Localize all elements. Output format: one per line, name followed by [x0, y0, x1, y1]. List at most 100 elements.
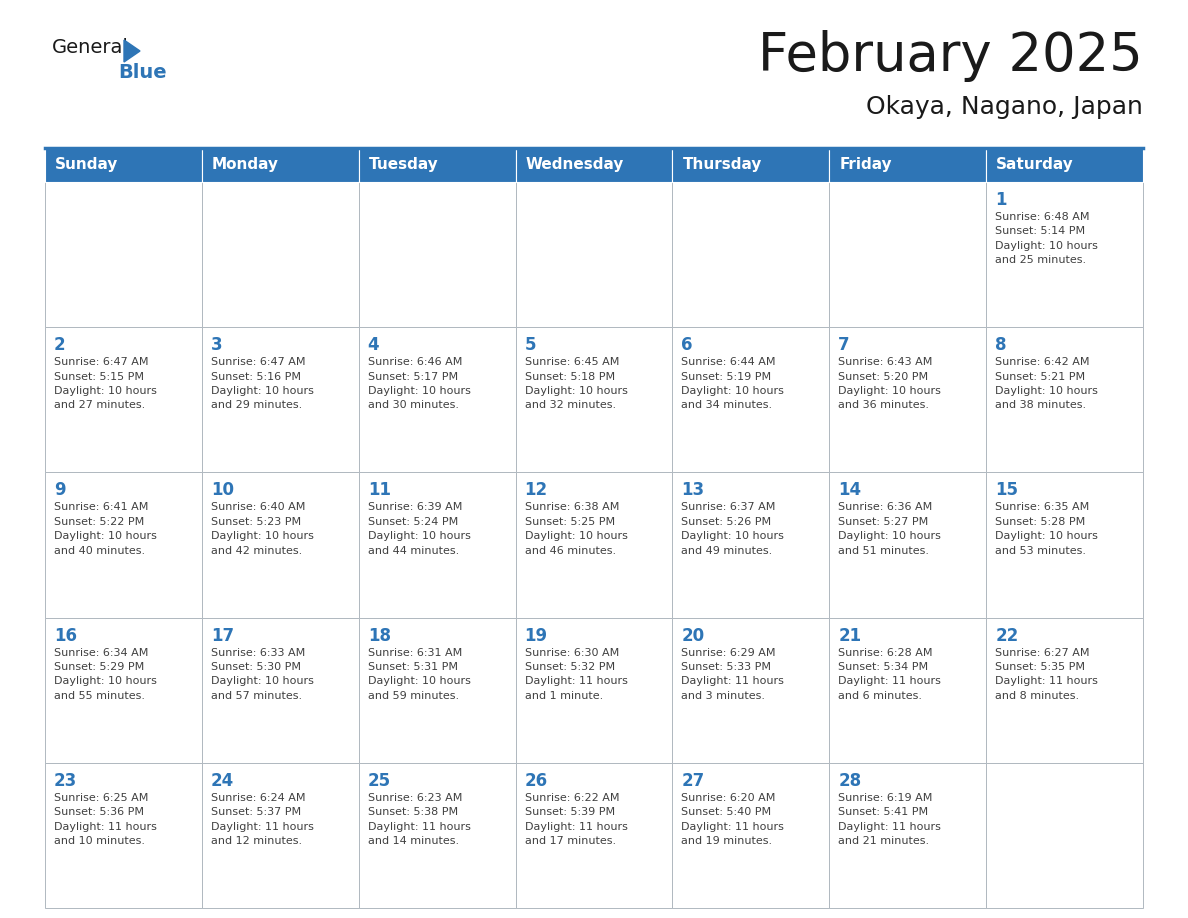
Bar	[516, 182, 672, 327]
Text: 19: 19	[525, 627, 548, 644]
Text: Sunrise: 6:39 AM
Sunset: 5:24 PM
Daylight: 10 hours
and 44 minutes.: Sunrise: 6:39 AM Sunset: 5:24 PM Dayligh…	[368, 502, 470, 555]
Polygon shape	[124, 40, 140, 62]
Bar	[45, 327, 202, 473]
Text: 7: 7	[839, 336, 849, 354]
Text: 20: 20	[682, 627, 704, 644]
Text: Sunrise: 6:20 AM
Sunset: 5:40 PM
Daylight: 11 hours
and 19 minutes.: Sunrise: 6:20 AM Sunset: 5:40 PM Dayligh…	[682, 793, 784, 846]
Text: Sunrise: 6:24 AM
Sunset: 5:37 PM
Daylight: 11 hours
and 12 minutes.: Sunrise: 6:24 AM Sunset: 5:37 PM Dayligh…	[210, 793, 314, 846]
Bar	[986, 763, 1143, 908]
Bar	[45, 182, 202, 327]
Bar	[829, 473, 986, 618]
Text: Friday: Friday	[839, 158, 892, 173]
Text: Sunrise: 6:42 AM
Sunset: 5:21 PM
Daylight: 10 hours
and 38 minutes.: Sunrise: 6:42 AM Sunset: 5:21 PM Dayligh…	[996, 357, 1098, 410]
Bar	[202, 618, 359, 763]
Text: Sunrise: 6:35 AM
Sunset: 5:28 PM
Daylight: 10 hours
and 53 minutes.: Sunrise: 6:35 AM Sunset: 5:28 PM Dayligh…	[996, 502, 1098, 555]
Bar	[672, 182, 829, 327]
Text: Thursday: Thursday	[682, 158, 762, 173]
Text: Monday: Monday	[211, 158, 279, 173]
Bar	[672, 327, 829, 473]
Text: 14: 14	[839, 481, 861, 499]
Bar	[516, 473, 672, 618]
Text: Sunrise: 6:34 AM
Sunset: 5:29 PM
Daylight: 10 hours
and 55 minutes.: Sunrise: 6:34 AM Sunset: 5:29 PM Dayligh…	[53, 647, 157, 700]
Bar	[516, 618, 672, 763]
Text: 24: 24	[210, 772, 234, 789]
Text: 15: 15	[996, 481, 1018, 499]
Bar	[829, 327, 986, 473]
Text: 26: 26	[525, 772, 548, 789]
Text: Sunrise: 6:46 AM
Sunset: 5:17 PM
Daylight: 10 hours
and 30 minutes.: Sunrise: 6:46 AM Sunset: 5:17 PM Dayligh…	[368, 357, 470, 410]
Bar	[672, 473, 829, 618]
Bar	[45, 763, 202, 908]
Text: Wednesday: Wednesday	[525, 158, 624, 173]
Text: Sunrise: 6:47 AM
Sunset: 5:15 PM
Daylight: 10 hours
and 27 minutes.: Sunrise: 6:47 AM Sunset: 5:15 PM Dayligh…	[53, 357, 157, 410]
Text: 3: 3	[210, 336, 222, 354]
Text: Blue: Blue	[118, 63, 166, 82]
Bar	[202, 148, 359, 182]
Bar	[516, 763, 672, 908]
Bar	[516, 327, 672, 473]
Text: Sunrise: 6:48 AM
Sunset: 5:14 PM
Daylight: 10 hours
and 25 minutes.: Sunrise: 6:48 AM Sunset: 5:14 PM Dayligh…	[996, 212, 1098, 265]
Bar	[986, 148, 1143, 182]
Bar	[829, 148, 986, 182]
Text: 16: 16	[53, 627, 77, 644]
Bar	[986, 618, 1143, 763]
Bar	[986, 182, 1143, 327]
Text: Sunrise: 6:30 AM
Sunset: 5:32 PM
Daylight: 11 hours
and 1 minute.: Sunrise: 6:30 AM Sunset: 5:32 PM Dayligh…	[525, 647, 627, 700]
Text: Sunrise: 6:25 AM
Sunset: 5:36 PM
Daylight: 11 hours
and 10 minutes.: Sunrise: 6:25 AM Sunset: 5:36 PM Dayligh…	[53, 793, 157, 846]
Text: 11: 11	[368, 481, 391, 499]
Text: Sunrise: 6:28 AM
Sunset: 5:34 PM
Daylight: 11 hours
and 6 minutes.: Sunrise: 6:28 AM Sunset: 5:34 PM Dayligh…	[839, 647, 941, 700]
Text: General: General	[52, 38, 128, 57]
Text: Sunrise: 6:41 AM
Sunset: 5:22 PM
Daylight: 10 hours
and 40 minutes.: Sunrise: 6:41 AM Sunset: 5:22 PM Dayligh…	[53, 502, 157, 555]
Text: Sunrise: 6:29 AM
Sunset: 5:33 PM
Daylight: 11 hours
and 3 minutes.: Sunrise: 6:29 AM Sunset: 5:33 PM Dayligh…	[682, 647, 784, 700]
Bar	[202, 473, 359, 618]
Bar	[829, 763, 986, 908]
Text: 28: 28	[839, 772, 861, 789]
Bar	[202, 327, 359, 473]
Text: 13: 13	[682, 481, 704, 499]
Bar	[359, 182, 516, 327]
Text: Sunrise: 6:43 AM
Sunset: 5:20 PM
Daylight: 10 hours
and 36 minutes.: Sunrise: 6:43 AM Sunset: 5:20 PM Dayligh…	[839, 357, 941, 410]
Text: Sunrise: 6:27 AM
Sunset: 5:35 PM
Daylight: 11 hours
and 8 minutes.: Sunrise: 6:27 AM Sunset: 5:35 PM Dayligh…	[996, 647, 1098, 700]
Text: 9: 9	[53, 481, 65, 499]
Text: February 2025: February 2025	[758, 30, 1143, 82]
Bar	[986, 327, 1143, 473]
Bar	[672, 618, 829, 763]
Bar	[45, 473, 202, 618]
Text: 18: 18	[368, 627, 391, 644]
Text: 1: 1	[996, 191, 1006, 209]
Text: 10: 10	[210, 481, 234, 499]
Text: 5: 5	[525, 336, 536, 354]
Bar	[359, 618, 516, 763]
Text: 21: 21	[839, 627, 861, 644]
Text: 22: 22	[996, 627, 1018, 644]
Text: Sunrise: 6:47 AM
Sunset: 5:16 PM
Daylight: 10 hours
and 29 minutes.: Sunrise: 6:47 AM Sunset: 5:16 PM Dayligh…	[210, 357, 314, 410]
Text: Sunrise: 6:44 AM
Sunset: 5:19 PM
Daylight: 10 hours
and 34 minutes.: Sunrise: 6:44 AM Sunset: 5:19 PM Dayligh…	[682, 357, 784, 410]
Text: Sunday: Sunday	[55, 158, 119, 173]
Bar	[672, 148, 829, 182]
Text: Sunrise: 6:19 AM
Sunset: 5:41 PM
Daylight: 11 hours
and 21 minutes.: Sunrise: 6:19 AM Sunset: 5:41 PM Dayligh…	[839, 793, 941, 846]
Bar	[359, 473, 516, 618]
Bar	[516, 148, 672, 182]
Text: 4: 4	[368, 336, 379, 354]
Text: Sunrise: 6:23 AM
Sunset: 5:38 PM
Daylight: 11 hours
and 14 minutes.: Sunrise: 6:23 AM Sunset: 5:38 PM Dayligh…	[368, 793, 470, 846]
Text: 8: 8	[996, 336, 1006, 354]
Bar	[359, 763, 516, 908]
Text: 17: 17	[210, 627, 234, 644]
Text: Sunrise: 6:40 AM
Sunset: 5:23 PM
Daylight: 10 hours
and 42 minutes.: Sunrise: 6:40 AM Sunset: 5:23 PM Dayligh…	[210, 502, 314, 555]
Bar	[359, 148, 516, 182]
Text: Sunrise: 6:31 AM
Sunset: 5:31 PM
Daylight: 10 hours
and 59 minutes.: Sunrise: 6:31 AM Sunset: 5:31 PM Dayligh…	[368, 647, 470, 700]
Text: Sunrise: 6:37 AM
Sunset: 5:26 PM
Daylight: 10 hours
and 49 minutes.: Sunrise: 6:37 AM Sunset: 5:26 PM Dayligh…	[682, 502, 784, 555]
Text: 25: 25	[368, 772, 391, 789]
Text: 23: 23	[53, 772, 77, 789]
Bar	[359, 327, 516, 473]
Text: Sunrise: 6:22 AM
Sunset: 5:39 PM
Daylight: 11 hours
and 17 minutes.: Sunrise: 6:22 AM Sunset: 5:39 PM Dayligh…	[525, 793, 627, 846]
Text: Okaya, Nagano, Japan: Okaya, Nagano, Japan	[866, 95, 1143, 119]
Text: Tuesday: Tuesday	[368, 158, 438, 173]
Bar	[202, 763, 359, 908]
Bar	[829, 182, 986, 327]
Text: 6: 6	[682, 336, 693, 354]
Text: Sunrise: 6:36 AM
Sunset: 5:27 PM
Daylight: 10 hours
and 51 minutes.: Sunrise: 6:36 AM Sunset: 5:27 PM Dayligh…	[839, 502, 941, 555]
Text: Sunrise: 6:33 AM
Sunset: 5:30 PM
Daylight: 10 hours
and 57 minutes.: Sunrise: 6:33 AM Sunset: 5:30 PM Dayligh…	[210, 647, 314, 700]
Bar	[202, 182, 359, 327]
Text: 12: 12	[525, 481, 548, 499]
